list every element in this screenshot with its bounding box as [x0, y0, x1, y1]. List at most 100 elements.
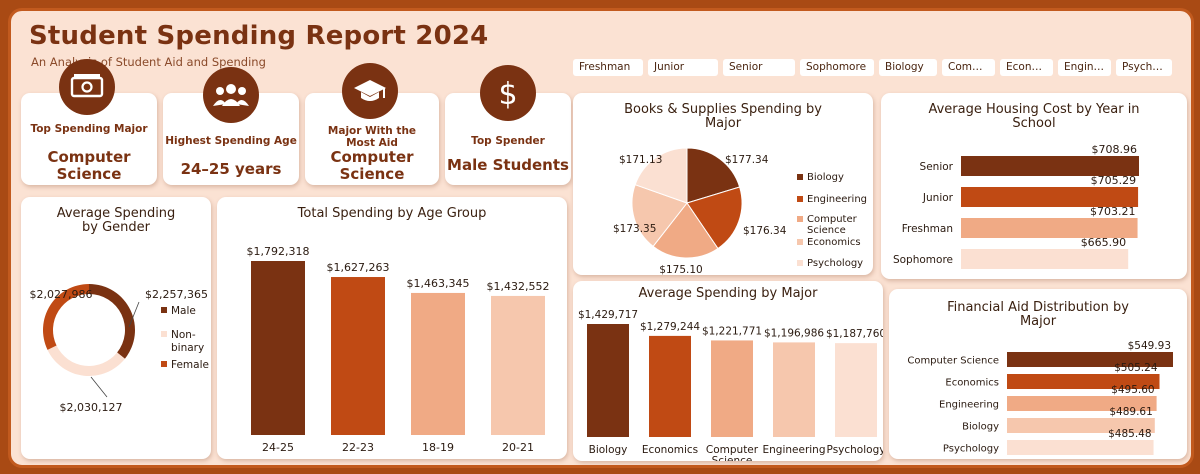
- legend-label: Female: [171, 359, 209, 371]
- legend-swatch: [161, 361, 167, 367]
- tick-label: Junior: [922, 192, 954, 204]
- kpi-label: Highest Spending Age: [165, 135, 297, 147]
- kpi-highest-spending-age: Highest Spending Age 24–25 years: [163, 93, 299, 185]
- slicer-sophomore[interactable]: Sophomore: [800, 59, 874, 76]
- bar-economics: [649, 335, 691, 437]
- chart-card-books: Books & Supplies Spending by Major $177.…: [573, 93, 873, 275]
- bar-psychology: [835, 343, 877, 437]
- legend-swatch: [797, 216, 803, 222]
- bar-engineering: [1007, 396, 1157, 411]
- tick-label: Psychology: [827, 444, 883, 456]
- bar-24-25: [251, 261, 305, 435]
- slicer-freshman[interactable]: Freshman: [573, 59, 643, 76]
- tick-label: 24-25: [262, 441, 294, 454]
- data-label: $2,257,365: [145, 288, 208, 301]
- tick-label: Engineering: [763, 444, 826, 456]
- tick-label: 20-21: [502, 441, 534, 454]
- bar-senior: [961, 156, 1139, 176]
- chart-card-major: Average Spending by Major $1,429,717 Biol…: [573, 281, 883, 461]
- tick-label: Sophomore: [893, 254, 953, 266]
- leader-line: [128, 301, 140, 328]
- tick-label: Senior: [920, 161, 954, 173]
- slicer-junior[interactable]: Junior: [648, 59, 718, 76]
- data-label: $173.35: [613, 223, 656, 235]
- tick-label: Economics: [642, 444, 698, 456]
- data-label: $489.61: [1109, 406, 1152, 418]
- kpi-value: 24–25 years: [180, 160, 282, 178]
- kpi-value: Computer Science: [330, 148, 414, 183]
- slicer-economics[interactable]: Econo…: [1000, 59, 1053, 76]
- slicer-senior[interactable]: Senior: [723, 59, 795, 76]
- legend-swatch: [797, 239, 803, 245]
- legend-swatch: [161, 307, 167, 313]
- data-label: $176.34: [743, 225, 787, 237]
- data-label: $485.48: [1108, 428, 1151, 440]
- aid-bar-chart: Computer Science $549.93 Economics $505.24 E…: [907, 340, 1173, 455]
- pie-slice-economics: [631, 184, 688, 248]
- bar-psychology: [1007, 440, 1154, 455]
- legend-swatch: [797, 196, 803, 202]
- bar-20-21: [491, 295, 545, 435]
- data-label: $177.34: [725, 154, 769, 166]
- chart-card-gender: Average Spending by Gender $2,257,365 $2,…: [21, 197, 211, 459]
- tick-label: Biology: [962, 422, 999, 433]
- kpi-value: Male Students: [447, 156, 569, 174]
- legend-label: Male: [171, 305, 196, 317]
- donut-slice-male: [89, 284, 135, 359]
- legend-label: Science: [807, 225, 846, 236]
- donut-slice-female: [42, 284, 89, 350]
- bar-biology: [587, 324, 629, 437]
- legend-swatch: [797, 174, 803, 180]
- legend-label: Computer: [807, 214, 858, 225]
- chart-card-age: Total Spending by Age Group $1,792,318 24…: [217, 197, 567, 459]
- chart-card-housing: Average Housing Cost by Year in School S…: [881, 93, 1187, 279]
- dashboard-frame: Student Spending Report 2024 An Analysis…: [8, 8, 1194, 468]
- data-label: $1,279,244: [640, 321, 700, 333]
- tick-label: 18-19: [422, 441, 454, 454]
- chart-title: Financial Aid Distribution by Major: [947, 300, 1129, 329]
- data-label: $495.60: [1111, 384, 1154, 396]
- bar-sophomore: [961, 249, 1129, 269]
- pie-slice-engineering: [686, 186, 743, 250]
- data-label: $2,030,127: [60, 401, 123, 414]
- pie-slice-computer-science: [652, 202, 719, 259]
- kpi-major-most-aid: Major With the Most Aid Computer Science: [305, 93, 439, 185]
- kpi-top-spending-major: Top Spending Major Computer Science: [21, 93, 157, 185]
- kpi-value: Computer Science: [47, 148, 131, 183]
- legend-label: Non-: [171, 329, 196, 341]
- data-label: $505.24: [1114, 362, 1158, 374]
- data-label: $665.90: [1081, 236, 1127, 249]
- data-label: $175.10: [659, 264, 702, 275]
- legend-label: Psychology: [807, 258, 863, 269]
- data-label: $171.13: [619, 154, 662, 166]
- tick-label: Freshman: [902, 223, 953, 235]
- bar-22-23: [331, 277, 385, 435]
- leader-line: [90, 376, 108, 398]
- slicer-computer-science[interactable]: Comp…: [942, 59, 995, 76]
- legend-label: binary: [171, 342, 204, 354]
- money-icon: [59, 59, 115, 115]
- data-label: $703.21: [1090, 205, 1136, 218]
- data-label: $708.96: [1092, 143, 1138, 156]
- page-title: Student Spending Report 2024: [29, 21, 489, 51]
- slicer-engineering[interactable]: Engin…: [1058, 59, 1111, 76]
- slicer-psychology[interactable]: Psych…: [1116, 59, 1172, 76]
- tick-label: Economics: [945, 378, 999, 389]
- users-icon: [203, 67, 259, 123]
- bar-biology: [1007, 418, 1155, 433]
- tick-label: Biology: [589, 444, 628, 456]
- pie-slice-biology: [686, 147, 741, 204]
- tick-label: Computer Science: [907, 356, 999, 367]
- donut-slice-non-binary: [47, 345, 125, 376]
- data-label: $1,627,263: [327, 261, 390, 274]
- chart-title: Total Spending by Age Group: [297, 206, 487, 221]
- major-bar-chart: $1,429,717 Biology $1,279,244 Economics $1,2…: [578, 309, 883, 461]
- bar-economics: [1007, 374, 1160, 389]
- data-label: $549.93: [1128, 340, 1171, 352]
- slicer-biology[interactable]: Biology: [879, 59, 937, 76]
- dollar-icon: $: [480, 65, 536, 121]
- data-label: $2,027,986: [30, 288, 93, 301]
- legend-label: Engineering: [807, 194, 867, 205]
- bar-engineering: [773, 342, 815, 437]
- tick-label: 22-23: [342, 441, 374, 454]
